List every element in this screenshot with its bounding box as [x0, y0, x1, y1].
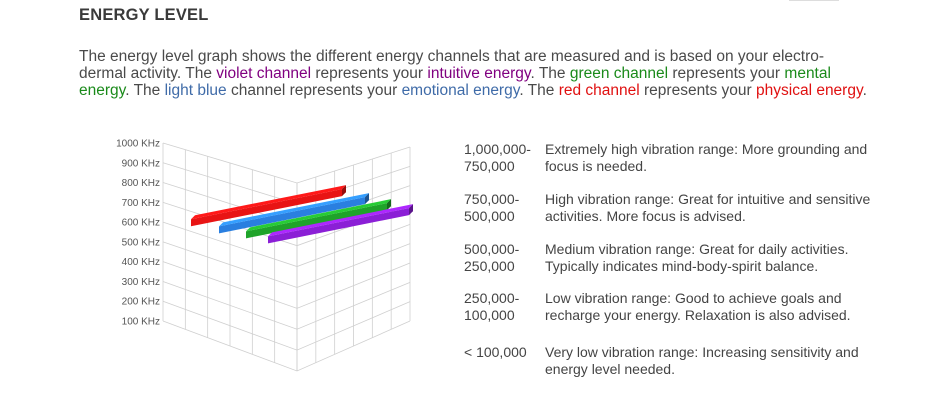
range-description: Very low vibration range: Increasing sen… [545, 344, 859, 377]
grid-line [162, 241, 411, 288]
top-divider [789, 0, 839, 1]
grid-line [162, 281, 411, 330]
green-channel-term: green channel [569, 65, 669, 83]
range-row: 250,000- 100,000 Low vibration range: Go… [464, 290, 884, 323]
bar-front-face [246, 203, 387, 239]
y-axis-ticks: 1000 KHz 900 KHz 800 KHz 700 KHz 600 KHz 500 … [116, 139, 160, 328]
range-label: 500,000- 250,000 [464, 241, 520, 274]
range-row: 500,000- 250,000 Medium vibration range:… [464, 241, 884, 274]
grid-line [162, 142, 411, 184]
y-tick-label: 400 KHz [122, 257, 160, 268]
light-blue-term: light blue [164, 82, 227, 100]
y-tick-label: 300 KHz [122, 277, 160, 288]
intro-text: represents your [668, 65, 785, 83]
range-description: High vibration range: Great for intuitiv… [545, 191, 871, 224]
energy-bar [219, 193, 369, 234]
intro-text: . The [530, 65, 570, 83]
bar-top-face [268, 204, 413, 237]
range-row: 750,000- 500,000 High vibration range: G… [464, 191, 884, 224]
y-tick-label: 800 KHz [122, 178, 160, 189]
bar-end-cap [409, 204, 413, 216]
red-channel-term: red channel [558, 82, 640, 100]
intro-text: channel represents your [226, 82, 402, 100]
chart-grid [162, 142, 411, 372]
bar-end-cap [387, 199, 391, 211]
y-tick-label: 600 KHz [122, 218, 160, 229]
intro-text: represents your [311, 65, 428, 83]
energy-chart: 1000 KHz 900 KHz 800 KHz 700 KHz 600 KHz 500 … [116, 139, 413, 372]
bar-front-face [191, 189, 342, 227]
bar-end-cap [342, 185, 346, 197]
y-tick-label: 100 KHz [122, 317, 160, 328]
y-tick-label: 700 KHz [122, 198, 160, 209]
intro-text: represents your [639, 82, 757, 100]
energy-bar [246, 199, 391, 239]
range-description: Medium vibration range: Great for daily … [545, 241, 849, 274]
range-label: 250,000- 100,000 [464, 290, 520, 323]
y-tick-label: 900 KHz [122, 158, 160, 169]
bar-top-face [219, 193, 369, 227]
mental-energy-term: mental energy [79, 65, 831, 100]
range-label: 750,000- 500,000 [464, 191, 520, 224]
intro-text: . The [519, 82, 559, 100]
bar-top-face [246, 199, 391, 232]
bar-front-face [268, 208, 409, 244]
page-title: ENERGY LEVEL [79, 6, 209, 24]
range-description: Low vibration range: Good to achieve goa… [545, 290, 851, 323]
energy-bar [268, 204, 413, 244]
intro-text: The energy level graph shows the differe… [79, 48, 825, 83]
energy-bar [191, 185, 346, 227]
y-tick-label: 1000 KHz [116, 139, 160, 150]
range-label: < 100,000 [464, 344, 527, 360]
grid-line [162, 261, 411, 309]
bar-front-face [219, 197, 365, 234]
y-tick-label: 500 KHz [122, 237, 160, 248]
physical-energy-term: physical energy [756, 82, 863, 100]
bar-end-cap [365, 193, 369, 205]
range-description: Extremely high vibration range: More gro… [545, 141, 868, 174]
range-row: 1,000,000- 750,000 Extremely high vibrat… [464, 141, 884, 174]
vibration-range-legend: 1,000,000- 750,000 Extremely high vibrat… [464, 141, 884, 394]
intro-text: . The [125, 82, 165, 100]
intro-paragraph: The energy level graph shows the differe… [79, 48, 869, 100]
range-row: < 100,000 Very low vibration range: Incr… [464, 344, 884, 377]
emotional-energy-term: emotional energy [401, 82, 520, 100]
range-label: 1,000,000- 750,000 [464, 141, 531, 174]
violet-channel-term: violet channel [216, 65, 312, 83]
bar-top-face [191, 185, 346, 220]
energy-bars [191, 185, 413, 244]
y-tick-label: 200 KHz [122, 297, 160, 308]
intuitive-energy-term: intuitive energy [427, 65, 531, 83]
intro-text: . [862, 82, 867, 100]
